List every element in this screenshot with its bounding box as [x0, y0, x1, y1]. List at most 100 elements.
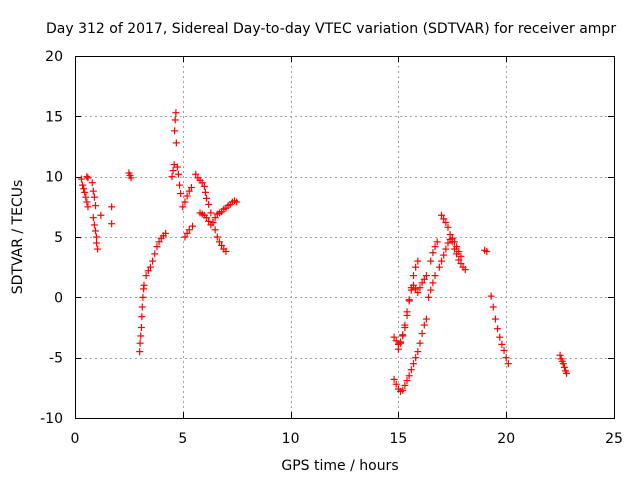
data-point [504, 360, 512, 368]
data-point [394, 345, 402, 353]
data-point [407, 286, 415, 294]
data-point [90, 193, 98, 201]
data-point [420, 275, 428, 283]
data-point [138, 313, 146, 321]
data-point [412, 285, 420, 293]
data-point [401, 381, 409, 389]
data-point [139, 293, 147, 301]
x-tick-label: 5 [178, 431, 187, 447]
data-point [90, 221, 98, 229]
data-point [82, 193, 90, 201]
chart-title: Day 312 of 2017, Sidereal Day-to-day VTE… [46, 21, 616, 37]
data-point [137, 324, 145, 331]
y-tick-label: 0 [54, 290, 63, 306]
data-point [137, 332, 145, 340]
data-point [171, 116, 179, 124]
data-point [144, 267, 152, 275]
data-point [438, 211, 446, 219]
data-point [97, 211, 105, 219]
data-point [556, 351, 564, 359]
data-point [414, 289, 422, 297]
data-point [181, 233, 189, 241]
data-point [409, 272, 417, 280]
y-tick-label: 5 [54, 230, 63, 246]
data-point [496, 333, 504, 341]
data-point [401, 321, 409, 329]
data-point [172, 139, 180, 147]
data-point [399, 331, 407, 339]
data-point [563, 369, 571, 377]
data-point [442, 245, 450, 253]
data-point [390, 375, 398, 383]
data-point [438, 257, 446, 265]
data-point [407, 366, 415, 374]
data-point [440, 251, 448, 259]
data-point [433, 238, 441, 246]
data-point [80, 185, 88, 193]
data-point [420, 321, 428, 329]
data-point [233, 198, 241, 206]
data-point [440, 215, 448, 223]
data-point [414, 348, 422, 356]
data-point [403, 377, 411, 385]
data-point [431, 243, 439, 251]
data-point [179, 203, 187, 211]
y-tick-label: -10 [40, 411, 63, 427]
data-point [392, 337, 400, 345]
data-point [453, 243, 461, 251]
data-point [189, 222, 197, 230]
data-point [185, 226, 193, 234]
data-point [405, 372, 413, 380]
data-point [422, 315, 430, 323]
data-point [498, 340, 506, 348]
data-point [397, 339, 405, 347]
x-tick-label: 0 [71, 431, 80, 447]
data-point [457, 252, 465, 260]
data-point [444, 239, 452, 247]
data-point [412, 263, 420, 271]
data-point [422, 272, 430, 280]
y-axis-label: SDTVAR / TECUs [10, 180, 26, 295]
data-point [399, 386, 407, 394]
data-point [173, 163, 181, 171]
data-point [108, 220, 116, 228]
data-point [429, 279, 437, 287]
data-point [83, 173, 91, 181]
data-point [435, 263, 443, 271]
data-point [455, 256, 463, 264]
data-point [205, 217, 213, 225]
data-point [416, 284, 424, 292]
data-point [431, 272, 439, 280]
data-point [169, 167, 177, 175]
grid [75, 56, 614, 418]
data-point [442, 219, 450, 227]
data-point [136, 339, 144, 347]
data-point [222, 247, 230, 255]
data-point [489, 303, 497, 311]
y-tick-label: 10 [45, 170, 63, 186]
data-point [176, 181, 184, 189]
data-point [487, 292, 495, 300]
x-tick-label: 10 [282, 431, 300, 447]
data-point [494, 325, 502, 333]
data-point [91, 227, 99, 235]
axis-ticks [75, 56, 615, 419]
data-point [403, 308, 411, 316]
data-point [203, 214, 211, 222]
data-point [559, 360, 567, 368]
data-point [418, 330, 426, 338]
data-point [392, 380, 400, 388]
data-point [483, 247, 491, 255]
x-tick-label: 15 [389, 431, 407, 447]
data-point [502, 354, 510, 362]
y-tick-label: 15 [45, 109, 63, 125]
data-point [127, 174, 135, 182]
y-tick-label: 20 [45, 49, 63, 65]
data-point [168, 173, 176, 181]
data-point [215, 238, 223, 246]
data-point [213, 233, 221, 241]
data-point [151, 250, 159, 258]
data-point [211, 214, 219, 222]
data-point [405, 296, 413, 304]
